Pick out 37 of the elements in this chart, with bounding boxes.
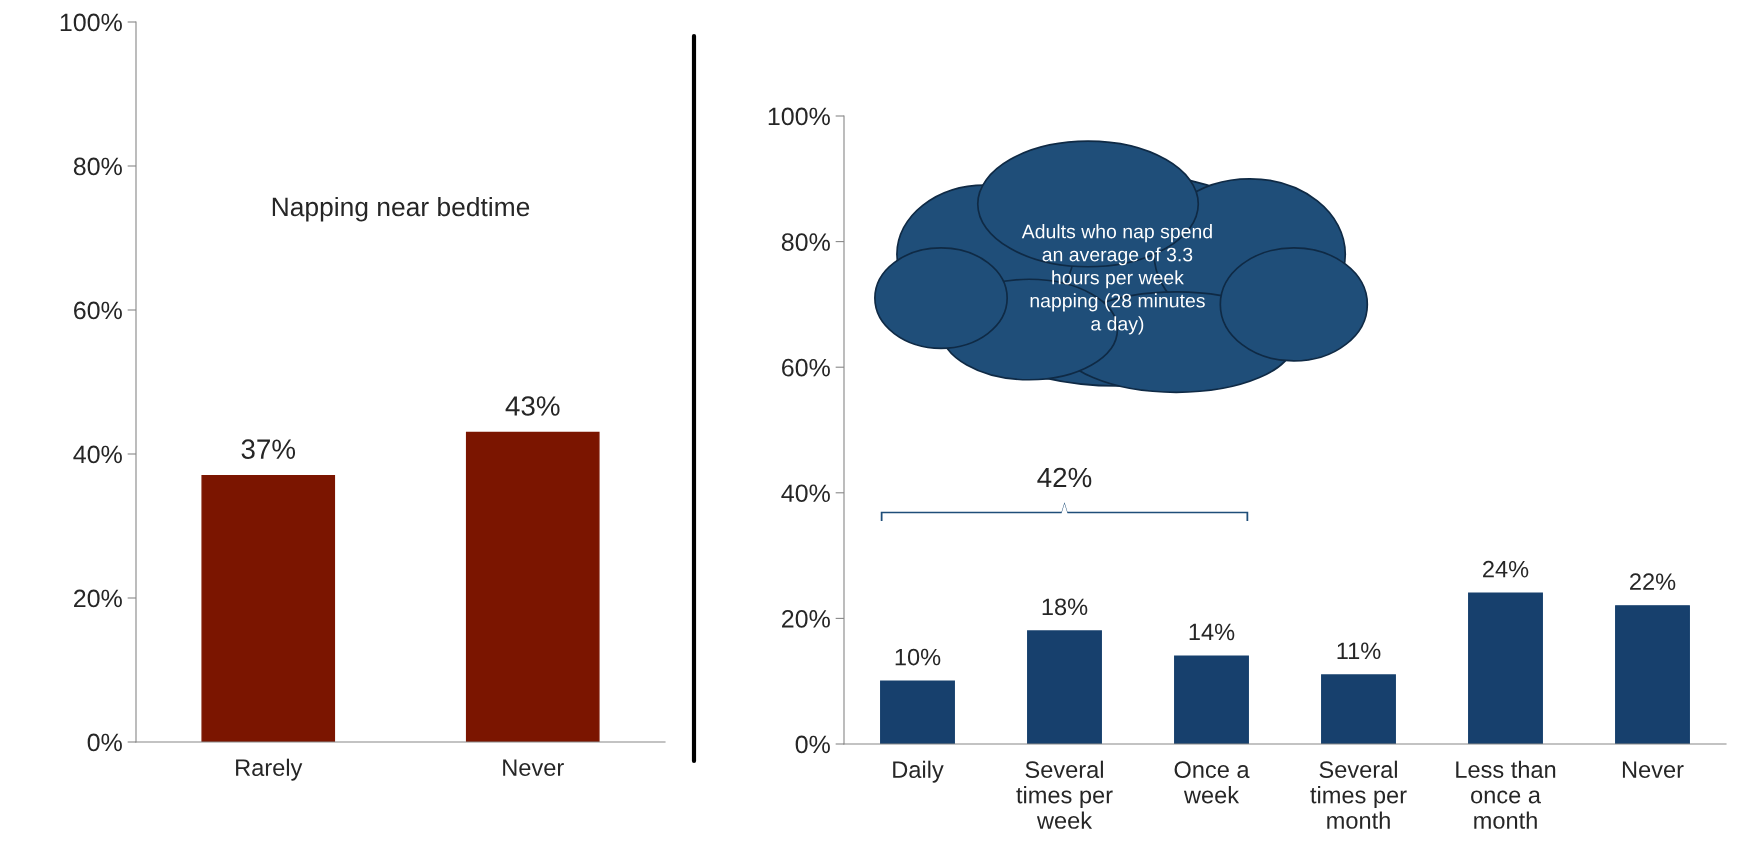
- y-tick-label: 0%: [87, 733, 122, 752]
- x-tick-label: Several times per month: [1310, 760, 1407, 829]
- data-label: 24%: [1483, 560, 1529, 578]
- y-tick-label: 60%: [782, 358, 830, 377]
- data-label: 22%: [1630, 573, 1676, 590]
- annotation: Adults who nap spend an average of 3.3 hours per week napping (28 minutes a day): [1021, 224, 1212, 335]
- bar: [1615, 605, 1690, 744]
- y-tick-label: 20%: [74, 589, 122, 608]
- y-tick-label: 100%: [60, 13, 122, 32]
- data-label: 10%: [895, 648, 941, 666]
- data-label: 18%: [1042, 598, 1088, 616]
- x-tick-label: Less than once a month: [1456, 760, 1556, 829]
- y-tick-label: 40%: [73, 445, 122, 464]
- text: Napping near bedtime: [272, 196, 530, 222]
- x-tick-label: Once a week: [1174, 761, 1250, 804]
- y-tick-label: 40%: [781, 484, 830, 503]
- y-tick-label: 60%: [74, 301, 122, 320]
- bar: [1027, 630, 1102, 744]
- data-label: 14%: [1189, 623, 1235, 641]
- bar: [1174, 655, 1249, 744]
- x-tick-label: Several times per week: [1016, 760, 1113, 829]
- y-tick-label: 80%: [73, 157, 122, 176]
- annotation: 42%: [1037, 467, 1092, 488]
- x-tick-label: Rarely: [236, 758, 303, 781]
- bar: [1321, 674, 1396, 744]
- x-tick-label: Never: [1622, 761, 1684, 779]
- bar: [1468, 592, 1543, 744]
- y-tick-label: 20%: [782, 610, 830, 628]
- y-tick-label: 100%: [768, 107, 830, 126]
- data-label: 11%: [1337, 642, 1381, 660]
- data-label: 43%: [505, 396, 560, 416]
- data-label: 37%: [241, 439, 296, 459]
- x-tick-label: Daily: [893, 760, 944, 783]
- y-tick-label: 80%: [781, 233, 830, 251]
- y-tick-label: 0%: [795, 735, 830, 754]
- x-tick-label: Never: [503, 759, 564, 777]
- bar: [880, 680, 955, 744]
